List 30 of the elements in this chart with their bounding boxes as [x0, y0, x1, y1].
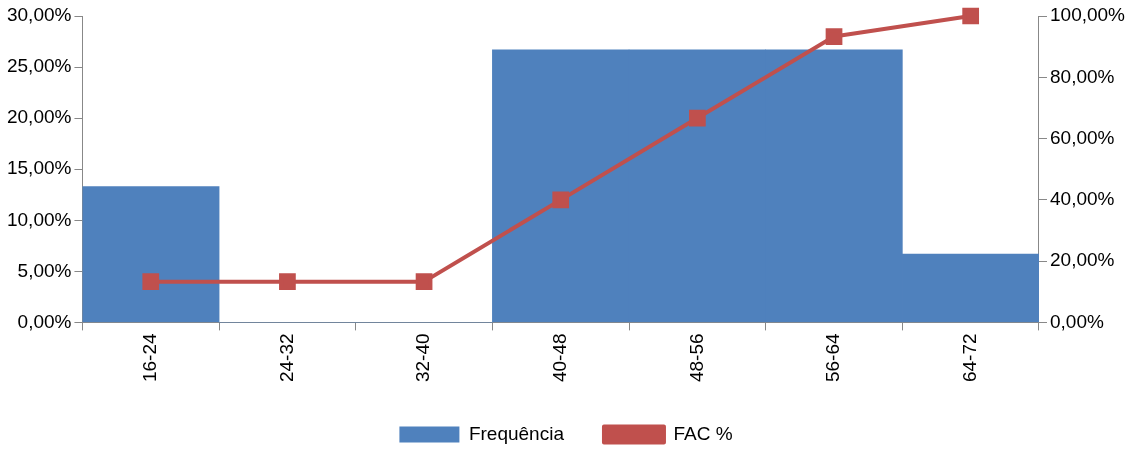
- y-tick-label: 5,00%: [17, 259, 72, 281]
- legend-label: Frequência: [468, 422, 565, 444]
- x-tick-label: 24-32: [275, 333, 297, 383]
- x-tick-label: 48-56: [685, 333, 707, 383]
- y-tick-label: 15,00%: [6, 157, 72, 179]
- y-tick-label: 10,00%: [6, 208, 72, 230]
- point: [689, 109, 706, 127]
- y-tick-label: 30,00%: [6, 4, 72, 26]
- y-tick-label: 0,00%: [17, 310, 72, 332]
- y2-tick-label: 40,00%: [1049, 188, 1115, 210]
- y2-tick-label: 60,00%: [1049, 126, 1115, 148]
- point: [279, 273, 296, 291]
- y2-tick-label: 20,00%: [1049, 249, 1115, 271]
- x-tick-label: 56-64: [822, 332, 844, 383]
- legend-label: FAC %: [673, 422, 733, 444]
- point: [962, 7, 980, 25]
- y-tick-label: 20,00%: [6, 106, 72, 128]
- y-tick-label: 25,00%: [6, 55, 72, 77]
- x-tick-label: 16-24: [139, 332, 160, 383]
- bar: [82, 186, 220, 323]
- point: [825, 28, 843, 45]
- point: [142, 273, 160, 291]
- y2-tick-label: 100,00%: [1049, 4, 1126, 26]
- x-tick-label: 32-40: [412, 333, 434, 383]
- point: [415, 273, 433, 291]
- y2-tick-label: 80,00%: [1049, 65, 1115, 87]
- y2-tick-label: 0,00%: [1049, 310, 1104, 332]
- point: [552, 191, 570, 209]
- x-tick-label: 64-72: [958, 333, 980, 383]
- x-tick-label: 40-48: [548, 333, 570, 383]
